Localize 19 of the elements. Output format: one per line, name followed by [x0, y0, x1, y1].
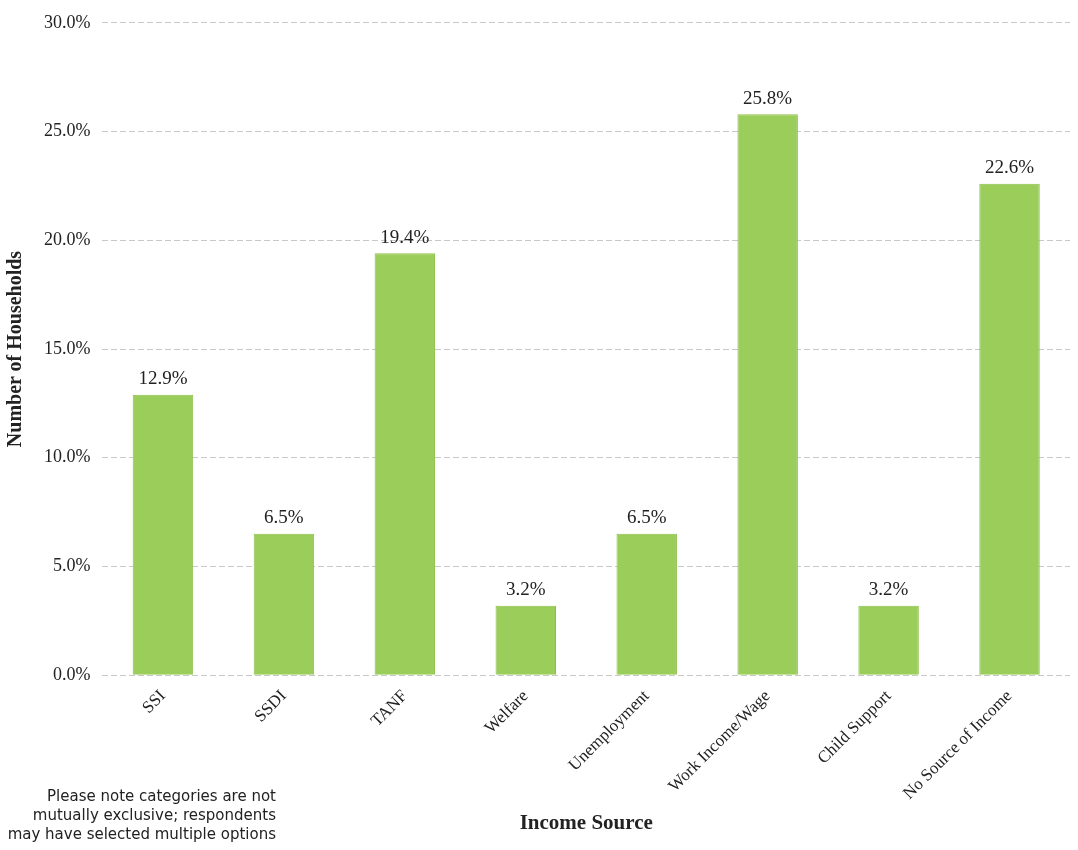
text: Please note categories are not mutually exclusive; respondents may have selected multiple options	[6, 787, 276, 844]
y-tick-label: 25.0%	[43, 120, 91, 141]
y-tick-label: 5.0%	[52, 555, 91, 576]
y-tick-label: 10.0%	[43, 446, 91, 467]
data-label: 19.4%	[380, 225, 430, 247]
data-label: 22.6%	[984, 156, 1035, 178]
data-label: 25.8%	[743, 86, 793, 108]
y-tick-label: 20.0%	[43, 229, 91, 250]
data-label: 3.2%	[505, 578, 546, 600]
x-tick-label: SSI	[138, 685, 170, 717]
data-label: 12.9%	[138, 367, 188, 389]
x-axis-title: Income Source	[519, 809, 653, 834]
y-axis-title: Number of Households	[3, 250, 26, 448]
y-tick-label: 30.0%	[43, 11, 91, 32]
data-label: 6.5%	[264, 506, 304, 528]
data-label: 6.5%	[626, 506, 667, 528]
y-tick-label: 0.0%	[52, 663, 91, 684]
y-tick-label: 15.0%	[43, 337, 91, 358]
data-label: 3.2%	[868, 578, 909, 600]
